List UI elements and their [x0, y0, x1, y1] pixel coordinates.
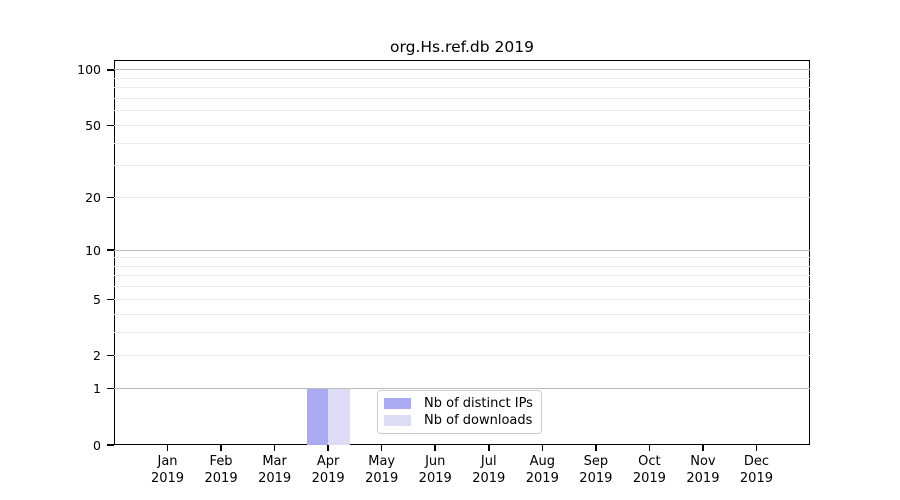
x-tick — [273, 445, 276, 451]
gridline-minor — [114, 257, 810, 259]
x-tick-label: Dec 2019 — [739, 454, 773, 486]
legend-item-downloads: Nb of downloads — [384, 412, 535, 429]
x-tick-label: Aug 2019 — [525, 454, 559, 486]
y-tick — [107, 298, 114, 301]
gridline-major — [114, 249, 810, 251]
y-tick — [107, 387, 114, 390]
x-tick-label: Jul 2019 — [472, 454, 506, 486]
x-tick — [434, 445, 437, 451]
x-tick-label: Mar 2019 — [258, 454, 292, 486]
gridline-minor — [114, 165, 810, 167]
y-tick — [107, 124, 114, 127]
legend-swatch-downloads — [384, 415, 411, 426]
x-tick — [755, 445, 758, 451]
bar-nb-of-downloads — [328, 388, 350, 445]
y-tick-label: 1 — [93, 381, 101, 397]
y-tick-label: 5 — [93, 291, 101, 307]
legend-swatch-distinct-ips — [384, 398, 411, 409]
x-tick-label: Apr 2019 — [311, 454, 345, 486]
gridline-minor — [114, 286, 810, 288]
x-tick — [380, 445, 383, 451]
x-tick — [702, 445, 704, 451]
gridline-minor — [114, 87, 810, 89]
legend: Nb of distinct IPs Nb of downloads — [377, 390, 542, 434]
gridline-minor — [114, 77, 810, 79]
y-tick-label: 20 — [85, 190, 101, 205]
y-tick-label: 100 — [77, 62, 101, 78]
gridline-minor — [114, 197, 810, 198]
legend-label-distinct-ips: Nb of distinct IPs — [424, 396, 533, 411]
gridline-major — [114, 388, 810, 390]
legend-item-distinct-ips: Nb of distinct IPs — [384, 395, 535, 412]
x-tick-label: Oct 2019 — [632, 454, 666, 486]
y-tick-label: 10 — [85, 242, 101, 258]
bar-nb-of-distinct-ips — [306, 388, 329, 445]
y-tick-label: 2 — [93, 348, 101, 364]
gridline-minor — [114, 110, 810, 112]
y-tick — [107, 444, 114, 446]
gridline-minor — [114, 275, 810, 277]
y-tick — [107, 69, 114, 71]
x-tick — [541, 445, 544, 451]
y-tick — [107, 354, 114, 357]
x-tick — [166, 445, 169, 451]
x-tick — [327, 445, 329, 451]
x-tick — [595, 445, 597, 451]
y-tick-label: 0 — [93, 437, 101, 453]
x-tick — [648, 445, 651, 451]
x-tick-label: Jan 2019 — [150, 454, 185, 486]
y-tick — [107, 249, 114, 251]
x-tick — [220, 445, 222, 451]
gridline-major — [114, 69, 810, 71]
x-tick-label: Jun 2019 — [418, 454, 452, 486]
gridline-minor — [114, 142, 810, 144]
gridline-minor — [114, 313, 810, 315]
y-tick — [107, 196, 114, 199]
x-tick-label: May 2019 — [365, 454, 399, 486]
legend-label-downloads: Nb of downloads — [424, 413, 533, 428]
plot-area: Nb of distinct IPs Nb of downloads — [114, 60, 810, 445]
gridline-minor — [114, 355, 810, 357]
gridline-minor — [114, 331, 810, 333]
chart-title: org.Hs.ref.db 2019 — [390, 38, 534, 56]
gridline-minor — [114, 265, 810, 267]
gridline-minor — [114, 97, 810, 99]
x-tick-label: Nov 2019 — [686, 454, 720, 486]
x-tick — [487, 445, 490, 451]
x-tick-label: Feb 2019 — [204, 454, 238, 486]
y-tick-label: 50 — [85, 117, 101, 133]
gridline-minor — [114, 298, 810, 300]
x-tick-label: Sep 2019 — [579, 454, 613, 486]
gridline-minor — [114, 124, 810, 126]
